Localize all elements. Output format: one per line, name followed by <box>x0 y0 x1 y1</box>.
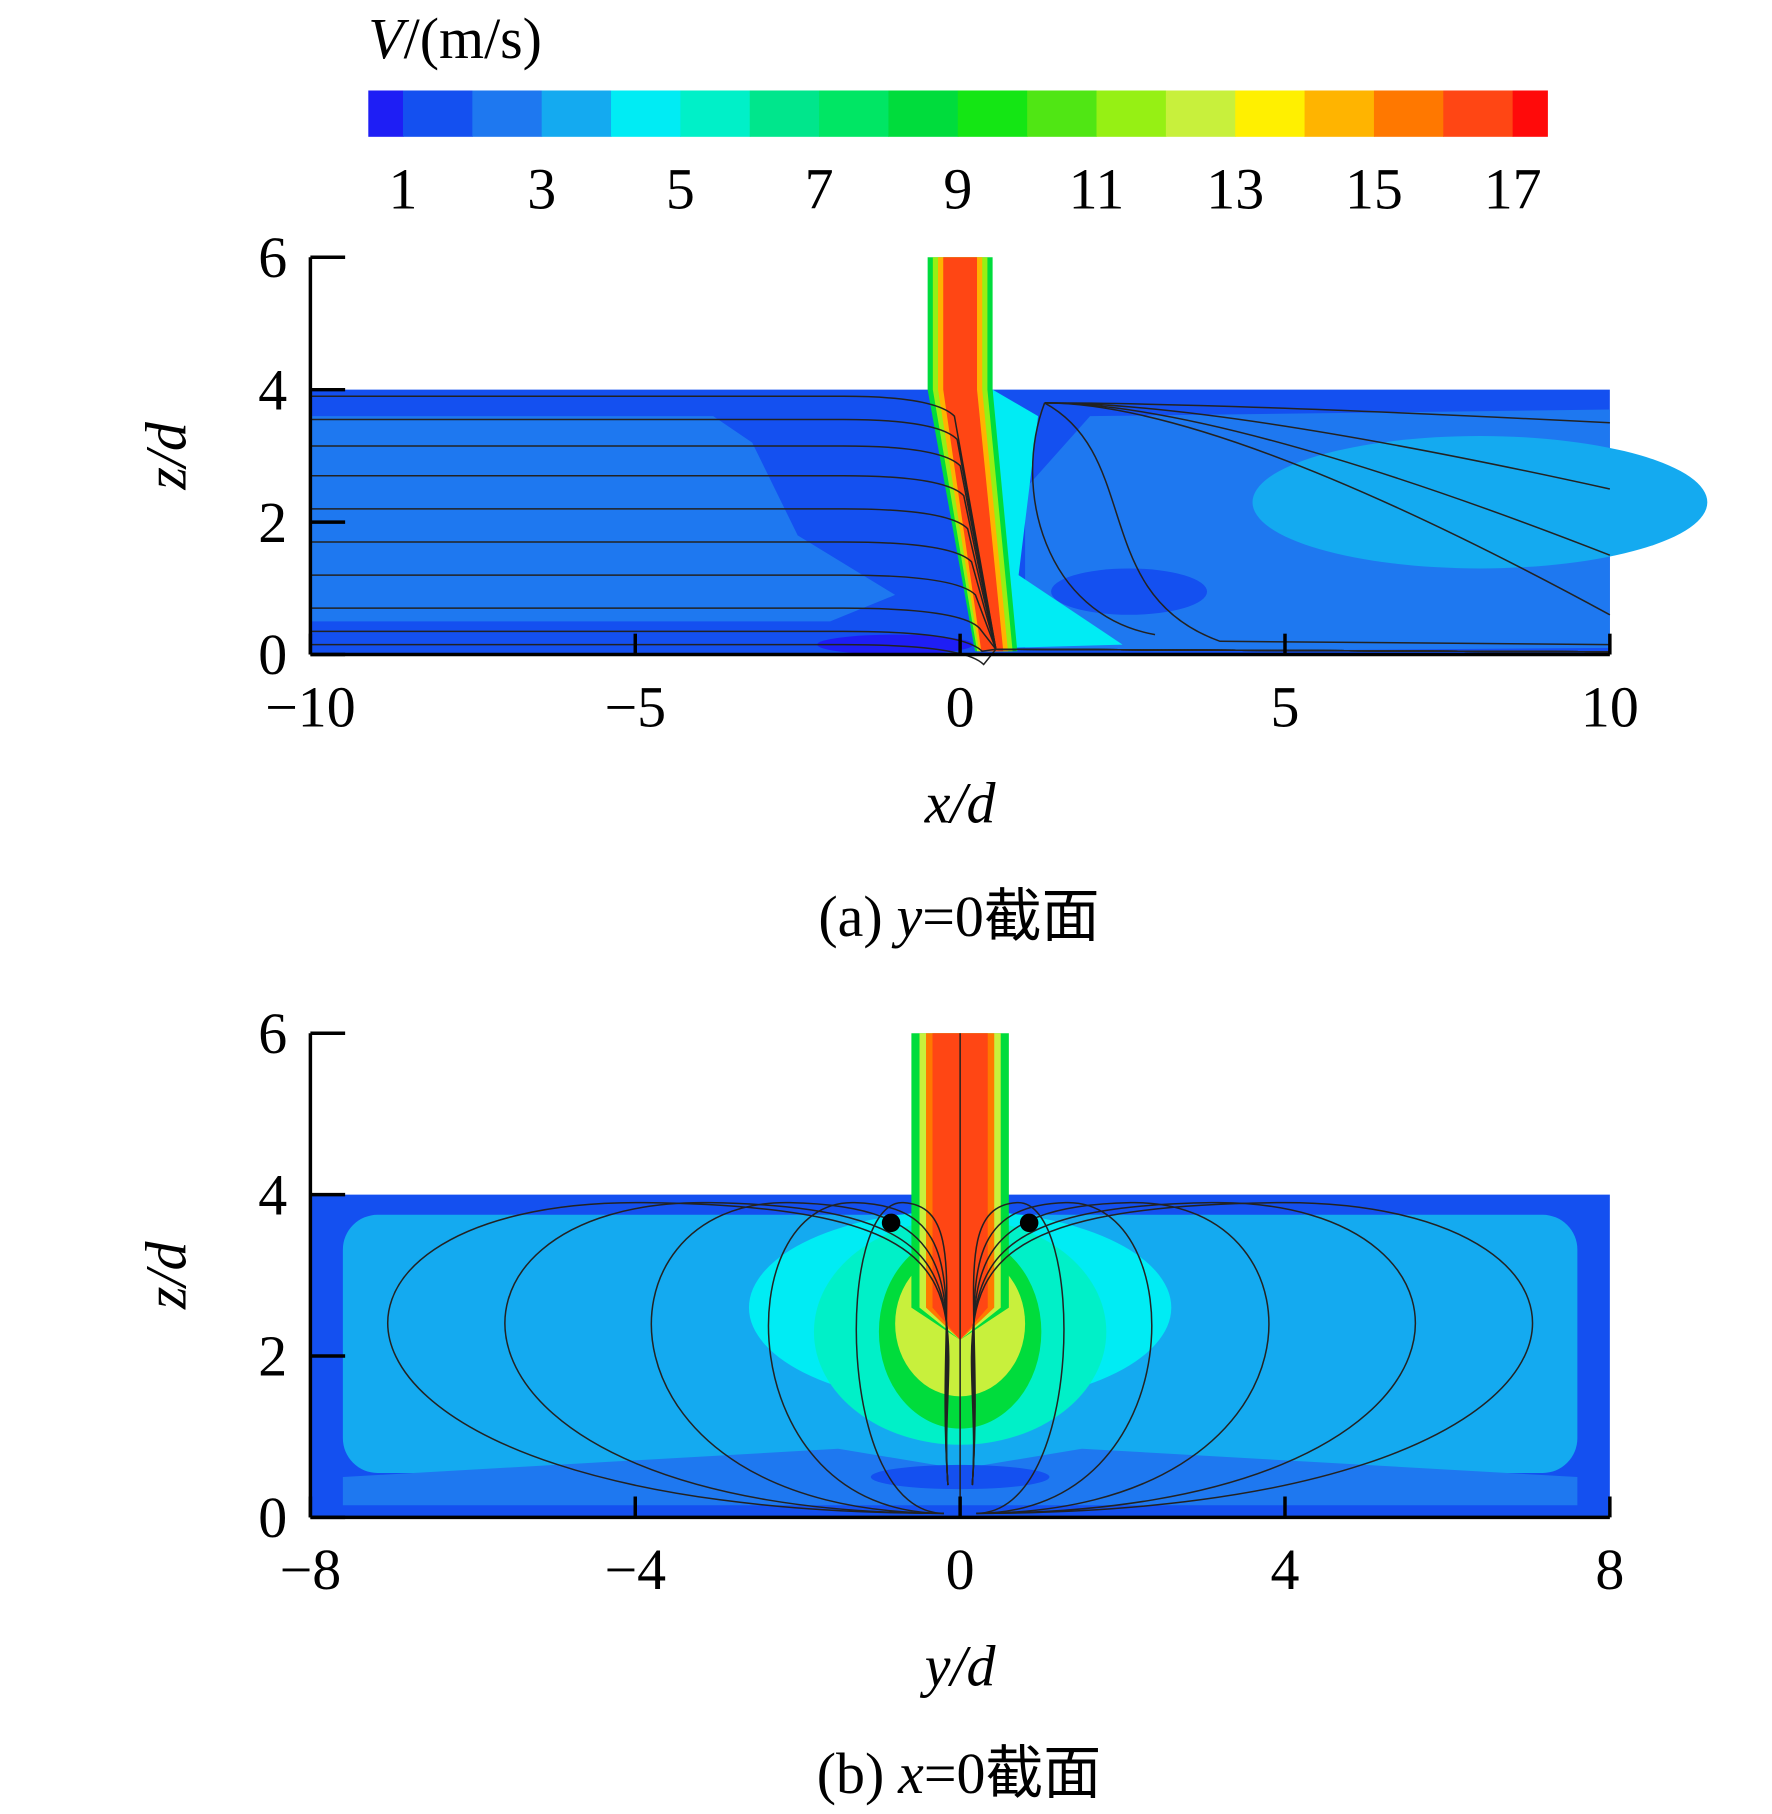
colorbar-tick-label: 15 <box>1345 157 1403 222</box>
streamline <box>310 418 1610 653</box>
colorbar-band <box>749 90 820 137</box>
streamline <box>310 508 1610 653</box>
colorbar-band <box>368 90 404 137</box>
colorbar-band <box>819 90 890 137</box>
streamline <box>310 607 1610 653</box>
streamline <box>1044 402 1611 490</box>
x-tick-label: 8 <box>1595 1537 1624 1602</box>
contour-region <box>992 389 1123 648</box>
colorbar-band <box>1027 90 1098 137</box>
contour-region <box>943 257 1004 652</box>
y-tick-label: 6 <box>258 1001 287 1066</box>
colorbar-band <box>1512 90 1548 137</box>
y-tick-label: 6 <box>258 225 287 290</box>
x-tick-label: 0 <box>946 1537 975 1602</box>
colorbar-tick-label: 13 <box>1206 157 1264 222</box>
contour-region <box>1252 436 1708 569</box>
colorbar-tick-label: 5 <box>666 157 695 222</box>
vortex-core <box>881 1213 901 1233</box>
colorbar-tick-label: 7 <box>805 157 834 222</box>
colorbar-tick-label: 3 <box>527 157 556 222</box>
x-tick-label: 4 <box>1271 1537 1300 1602</box>
caption-var: y <box>892 884 923 949</box>
caption-rest: =0截面 <box>922 884 1099 949</box>
colorbar-band <box>611 90 681 137</box>
contour-plot <box>310 1033 1610 1518</box>
colorbar-band <box>957 90 1028 137</box>
caption: (a) y=0截面 <box>818 884 1099 949</box>
y-axis-label: z/d <box>133 421 198 491</box>
streamline <box>970 1201 1534 1515</box>
y-axis-label: z/d <box>133 1240 198 1310</box>
streamline <box>1044 402 1610 646</box>
colorbar-band <box>1443 90 1514 137</box>
y-tick-label: 0 <box>258 1485 287 1550</box>
contour-region <box>310 416 896 622</box>
contour-plot <box>310 257 1708 666</box>
colorbar-symbol: V <box>368 6 409 71</box>
caption: (b) x=0截面 <box>817 1741 1101 1806</box>
x-axis-label: x/d <box>924 770 997 835</box>
colorbar-band <box>1373 90 1444 137</box>
x-tick-label: −10 <box>265 674 356 739</box>
colorbar-tick-label: 11 <box>1069 157 1125 222</box>
streamline <box>310 445 1610 653</box>
streamline <box>310 630 1610 653</box>
caption-rest: =0截面 <box>924 1741 1101 1806</box>
colorbar-band <box>1165 90 1236 137</box>
y-tick-label: 0 <box>258 622 287 687</box>
colorbar-band <box>1235 90 1306 137</box>
colorbar-tick-label: 17 <box>1484 157 1542 222</box>
colorbar-band <box>472 90 543 137</box>
caption-label: (a) <box>818 884 882 949</box>
x-tick-label: 5 <box>1271 674 1300 739</box>
colorbar-unit: /(m/s) <box>404 6 542 71</box>
caption-var: x <box>897 1741 924 1806</box>
x-tick-label: 10 <box>1581 674 1639 739</box>
x-axis-label: y/d <box>920 1633 997 1698</box>
streamline <box>310 574 1610 653</box>
colorbar-tick-label: 1 <box>388 157 417 222</box>
x-tick-label: 0 <box>946 674 975 739</box>
colorbar-band <box>1304 90 1375 137</box>
x-tick-label: −8 <box>280 1537 342 1602</box>
colorbar-tick-label: 9 <box>943 157 972 222</box>
y-tick-label: 4 <box>258 357 287 422</box>
colorbar-band <box>680 90 751 137</box>
x-tick-label: −5 <box>604 674 666 739</box>
colorbar-band <box>1096 90 1167 137</box>
streamline <box>310 475 1610 653</box>
streamline <box>310 395 1610 653</box>
colorbar-band <box>888 90 959 137</box>
streamline <box>310 541 1610 653</box>
streamline <box>1044 402 1610 424</box>
caption-label: (b) <box>817 1741 885 1806</box>
streamline <box>310 643 1610 666</box>
vortex-core <box>1019 1213 1039 1233</box>
x-tick-label: −4 <box>604 1537 666 1602</box>
streamline <box>387 1201 950 1515</box>
y-tick-label: 4 <box>258 1162 287 1227</box>
colorbar-title: V/(m/s) <box>368 6 542 71</box>
streamline <box>1044 402 1611 556</box>
streamline <box>1044 402 1611 616</box>
colorbar-band <box>541 90 612 137</box>
y-tick-label: 2 <box>258 490 287 555</box>
colorbar-band <box>402 90 473 137</box>
contour-region <box>1051 568 1208 615</box>
y-tick-label: 2 <box>258 1324 287 1389</box>
streamline <box>1031 402 1156 636</box>
